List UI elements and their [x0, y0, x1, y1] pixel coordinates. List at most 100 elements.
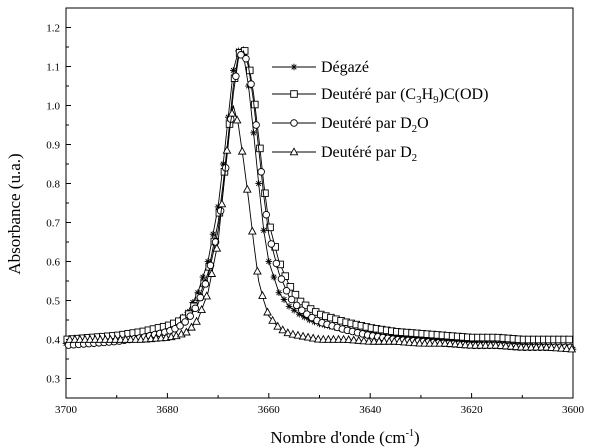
legend: Dégazé Deutéré par (C3H9)C(OD) Deutéré par…: [272, 59, 488, 164]
data-point: [266, 223, 274, 232]
data-point: [202, 291, 212, 300]
data-point: [308, 333, 318, 342]
data-point: [486, 340, 495, 349]
data-point: [288, 329, 298, 338]
y-tick-label: 0.8: [46, 179, 60, 191]
x-tick-label: 3600: [562, 404, 585, 416]
data-point: [263, 307, 272, 316]
data-point: [415, 338, 424, 347]
data-point: [272, 259, 281, 268]
data-point: [298, 306, 306, 315]
x-tick-label: 3660: [258, 404, 281, 416]
data-point: [292, 301, 301, 310]
data-point: [211, 238, 220, 246]
data-point: [496, 340, 506, 349]
data-point: [344, 335, 354, 344]
y-tick-label: 0.7: [46, 218, 60, 230]
data-point: [257, 168, 265, 176]
data-point: [247, 226, 257, 235]
data-point: [275, 289, 283, 296]
y-tick-label: 1.0: [46, 101, 60, 113]
axes: 0.3 0.4 0.5 0.6 0.7 0.8 0.9 1.0 1.1 1.2 3700 3680 36…: [46, 7, 585, 416]
data-point: [265, 258, 273, 265]
y-tick-label: 0.6: [46, 257, 60, 269]
data-point: [410, 338, 419, 347]
series-circle: [64, 49, 575, 352]
y-tick-label: 0.9: [46, 140, 60, 152]
data-point: [324, 334, 333, 343]
data-point: [349, 335, 359, 344]
data-point: [258, 290, 267, 299]
legend-item: Deutéré par (C3H9)C(OD): [272, 86, 488, 106]
data-point: [567, 344, 577, 353]
data-point: [106, 334, 115, 343]
data-point: [420, 338, 430, 347]
data-point: [369, 336, 379, 345]
y-tick-label: 0.5: [46, 296, 60, 308]
legend-marker: [290, 90, 298, 98]
data-point: [374, 336, 384, 345]
legend-marker: [289, 147, 299, 156]
x-tick-label: 3620: [461, 404, 484, 416]
legend-item: Dégazé: [272, 59, 369, 76]
data-point: [394, 337, 404, 345]
data-point: [242, 184, 252, 193]
data-point: [516, 342, 526, 351]
data-point: [445, 338, 455, 347]
x-tick-label: 3680: [156, 404, 179, 416]
data-point: [196, 293, 205, 302]
x-axis-title-sup: -1: [406, 428, 414, 439]
data-point: [237, 51, 245, 59]
data-point: [247, 80, 255, 88]
data-point: [250, 129, 257, 137]
series-line: [65, 49, 573, 348]
data-point: [501, 341, 511, 350]
data-point: [379, 336, 389, 345]
data-point: [364, 336, 374, 345]
data-point: [334, 334, 343, 343]
data-point: [187, 322, 196, 331]
x-axis-title-tail: ): [414, 428, 420, 447]
data-point: [222, 145, 232, 154]
legend-label: Deutéré par D2: [321, 144, 417, 164]
data-point: [207, 268, 217, 277]
data-point: [511, 342, 521, 351]
data-point: [126, 334, 136, 343]
data-point: [201, 280, 210, 288]
data-point: [278, 325, 288, 334]
data-point: [313, 334, 323, 343]
y-tick-label: 0.4: [46, 335, 60, 347]
data-point: [285, 303, 293, 310]
legend-label: Deutéré par D2O: [321, 115, 429, 135]
data-point: [232, 115, 242, 124]
data-point: [191, 304, 200, 313]
data-point: [389, 336, 399, 345]
data-point: [481, 340, 490, 349]
series-line: [65, 50, 574, 350]
legend-label: Dégazé: [321, 59, 369, 76]
legend-label: Deutéré par (C3H9)C(OD): [321, 86, 488, 106]
data-point: [542, 342, 551, 351]
data-point: [237, 146, 247, 155]
data-point: [65, 334, 75, 343]
data-point: [261, 189, 269, 197]
y-tick-label: 1.2: [46, 23, 60, 35]
data-point: [557, 343, 566, 352]
data-point: [531, 342, 541, 351]
data-point: [450, 339, 460, 348]
data-point: [70, 334, 80, 343]
data-point: [192, 316, 201, 325]
data-point: [465, 340, 475, 349]
data-point: [425, 338, 435, 347]
data-point: [303, 310, 311, 318]
data-point: [111, 334, 120, 343]
series-triangle: [65, 105, 577, 353]
data-point: [232, 72, 240, 80]
data-point: [283, 328, 293, 337]
data-point: [286, 283, 295, 291]
data-point: [217, 199, 227, 208]
data-point: [90, 334, 100, 343]
x-axis-title: Nombre d'onde (cm-1): [270, 428, 419, 447]
data-point: [280, 296, 288, 303]
data-point: [547, 342, 556, 351]
